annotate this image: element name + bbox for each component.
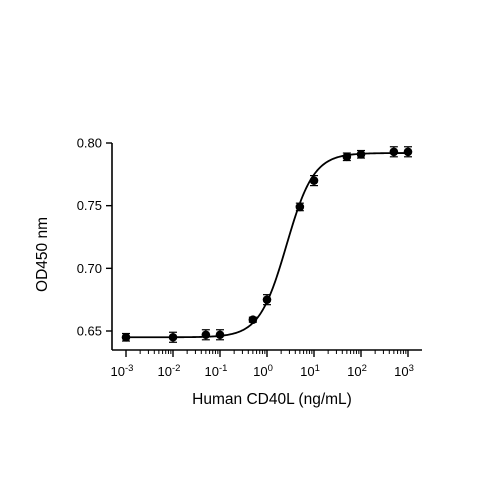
data-point-group [295, 202, 305, 212]
data-point-group [201, 329, 211, 341]
data-points-layer [121, 146, 413, 343]
y-tick-label: 0.75 [77, 198, 102, 213]
data-point [295, 202, 305, 212]
data-point [262, 295, 272, 304]
data-point [342, 152, 352, 162]
data-point-group [389, 146, 399, 158]
data-point [309, 176, 319, 185]
data-point [201, 330, 211, 340]
x-axis-ticks: 10-3 10-2 10-1 100 101 102 103 [111, 350, 414, 379]
x-axis-title: Human CD40L (ng/mL) [192, 391, 352, 408]
y-axis-title: OD450 nm [34, 217, 51, 292]
data-point [168, 332, 178, 342]
data-point [121, 332, 131, 342]
x-tick-label: 100 [253, 363, 273, 379]
fit-curve [126, 152, 408, 339]
y-tick-label: 0.65 [77, 324, 102, 339]
x-tick-label: 102 [347, 363, 367, 379]
data-point-group [121, 332, 131, 342]
data-point-group [168, 331, 178, 343]
x-tick-label: 103 [394, 363, 414, 379]
data-point-group [403, 146, 413, 158]
y-tick-label: 0.80 [77, 136, 102, 151]
data-point [356, 149, 366, 159]
data-point-group [248, 315, 258, 325]
y-tick-label: 0.70 [77, 261, 102, 276]
data-point-group [215, 329, 225, 341]
y-axis-ticks: 0.65 0.70 0.75 0.80 [77, 136, 112, 339]
axes [111, 143, 422, 351]
data-point-group [356, 149, 366, 159]
fit-curve-layer [126, 152, 408, 339]
data-point [215, 330, 225, 340]
x-tick-label: 10-1 [205, 363, 228, 379]
data-point [248, 315, 258, 325]
x-tick-label: 10-2 [158, 363, 181, 379]
data-point-group [342, 152, 352, 162]
data-point-group [262, 294, 272, 306]
data-point-group [309, 174, 319, 187]
x-tick-label: 101 [300, 363, 320, 379]
data-point [403, 147, 413, 157]
data-point [389, 147, 399, 157]
x-tick-label: 10-3 [111, 363, 134, 379]
